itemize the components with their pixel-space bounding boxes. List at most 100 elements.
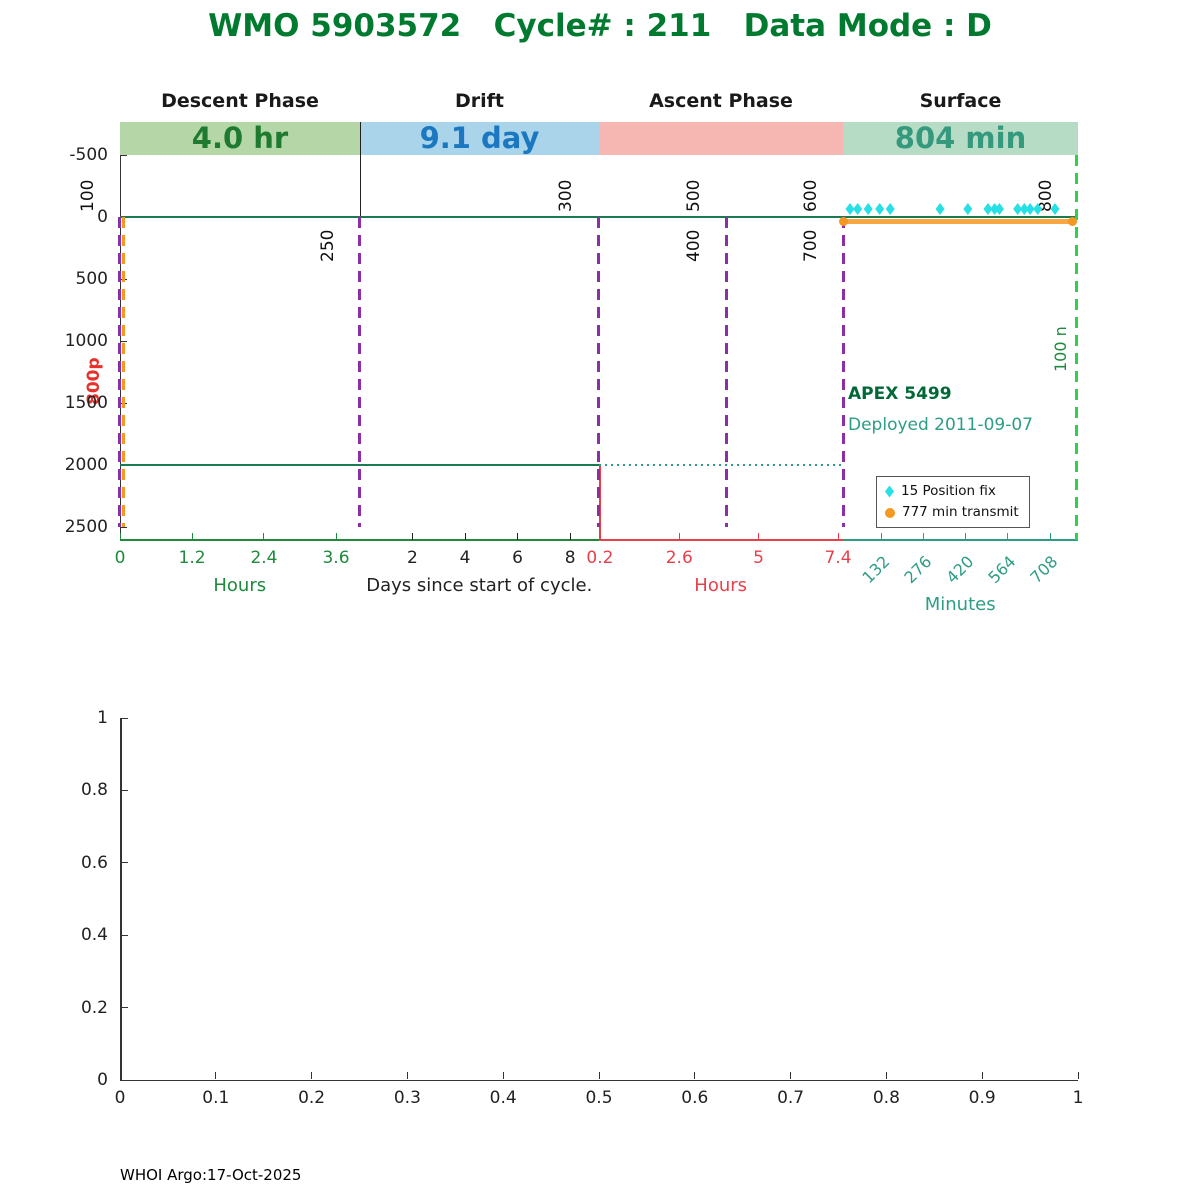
position-fix-icon (1033, 203, 1043, 215)
event-line (358, 217, 362, 527)
phase-title: Descent Phase (161, 90, 319, 112)
x-tick (569, 533, 571, 540)
x-tick-label: 0.1 (202, 1088, 230, 1108)
y-tick (121, 1079, 128, 1081)
x-tick (517, 533, 519, 540)
x-tick-label: 8 (564, 548, 576, 568)
y-tick-label: 500 (75, 269, 108, 289)
phase-band (359, 122, 599, 155)
y-tick-label: 2500 (64, 517, 108, 537)
position-fix-icon (1019, 203, 1029, 215)
transmit-end-marker (1067, 217, 1077, 226)
x-tick-label: 6 (512, 548, 523, 568)
x-tick (678, 533, 680, 540)
x-tick-label: 2.4 (250, 548, 278, 568)
x-tick (502, 1072, 504, 1079)
y-tick-label: 0.4 (80, 925, 108, 946)
x-tick (837, 533, 839, 540)
phase-title: Drift (454, 90, 504, 112)
x-tick (464, 533, 466, 540)
x-axis-segment-left (120, 539, 599, 541)
position-fix-icon (853, 203, 863, 215)
x-tick (119, 533, 121, 540)
x-tick-label: 5 (753, 548, 764, 568)
x-tick (599, 533, 601, 540)
x-tick (1007, 533, 1009, 540)
x-tick (965, 533, 967, 540)
x-tick-label: 0.6 (681, 1088, 709, 1108)
y-tick-label: 1500 (64, 393, 108, 413)
legend-label-transmit: 777 min transmit (902, 504, 1019, 520)
float-model-label: APEX 5499 (848, 384, 952, 404)
event-line (724, 217, 728, 527)
transmit-start-marker (839, 217, 848, 226)
phase-band (843, 122, 1078, 155)
y-tick-label: 1000 (64, 331, 108, 351)
phase-band (120, 122, 360, 155)
x-axis-title: Hours (694, 575, 748, 596)
x-tick (981, 1072, 983, 1079)
x-axis-title: Hours (213, 575, 267, 596)
phase-duration: 804 min (894, 121, 1027, 155)
x-tick-label: 3.6 (322, 548, 350, 568)
footer-text: WHOI Argo:17-Oct-2025 (120, 1166, 302, 1184)
y-tick (120, 154, 127, 156)
empty-axes-plot: 0 0.1 0.2 0.3 0.4 0.5 0.6 0.7 0.8 0.9 1 0 0.2 0.4 0.6 0… (80, 708, 1084, 1108)
y-tick-label: 0.2 (80, 997, 108, 1018)
legend-item-transmit: 777 min transmit (885, 502, 1019, 523)
x-tick-label: 0.7 (777, 1088, 805, 1108)
event-line (117, 217, 121, 527)
x-tick (885, 1072, 887, 1079)
phase-duration: 4.0 hr (191, 121, 289, 155)
y-axis-spine (120, 718, 122, 1080)
y-tick (121, 717, 128, 719)
x-tick-label: 0.9 (968, 1088, 996, 1108)
x-axis-spine (120, 1079, 1078, 1081)
position-fix-icon (935, 203, 945, 215)
x-axis-title: Days since start of cycle. (366, 575, 593, 596)
y-tick-label: 0.8 (80, 780, 108, 801)
x-tick (215, 1072, 217, 1079)
y-tick-label: 1 (97, 708, 108, 728)
position-fix-icon (863, 203, 873, 215)
x-tick-label: 1 (1072, 1088, 1084, 1108)
x-tick-label: 0 (114, 1088, 126, 1108)
park-depth-dotted-line (599, 464, 843, 466)
transmit-marker-icon (885, 507, 895, 518)
y-tick (121, 789, 128, 791)
y-tick-label: 0 (97, 207, 108, 227)
x-tick (335, 533, 337, 540)
descent-profile-line (121, 217, 125, 527)
x-tick-label: 0 (114, 548, 126, 568)
x-tick (1049, 533, 1051, 540)
legend-label-position-fix: 15 Position fix (901, 483, 996, 499)
y-tick-label: 0.6 (80, 852, 108, 873)
x-tick-label: 1.2 (178, 548, 206, 568)
phase-band (599, 122, 843, 155)
x-axis-segment-surface (843, 539, 1078, 541)
y-tick (121, 862, 128, 864)
x-tick-label: 0.2 (586, 548, 614, 568)
x-tick (119, 1072, 121, 1079)
position-fix-icon (963, 203, 973, 215)
position-fix-icon (1025, 203, 1035, 215)
figure-title: WMO 5903572 Cycle# : 211 Data Mode : D (208, 8, 992, 44)
event-line (841, 217, 845, 527)
position-fix-icon (983, 203, 993, 215)
event-line (1075, 155, 1078, 540)
legend: 15 Position fix 777 min transmit (876, 476, 1030, 528)
x-tick (311, 1072, 313, 1079)
x-tick (758, 533, 760, 540)
phase-title: Ascent Phase (649, 90, 793, 112)
x-axis-title: Minutes (924, 594, 996, 615)
x-tick-label: 2.6 (665, 548, 693, 568)
position-fix-icon (990, 203, 1000, 215)
segment-divider (359, 122, 361, 217)
phase-title: Surface (919, 90, 1002, 112)
y-tick (120, 526, 127, 528)
x-tick-label: 0.8 (872, 1088, 900, 1108)
x-tick-label: 0.4 (489, 1088, 517, 1108)
x-tick-label: 4 (459, 548, 471, 568)
x-tick-label: 0.2 (298, 1088, 326, 1108)
x-tick (881, 533, 883, 540)
